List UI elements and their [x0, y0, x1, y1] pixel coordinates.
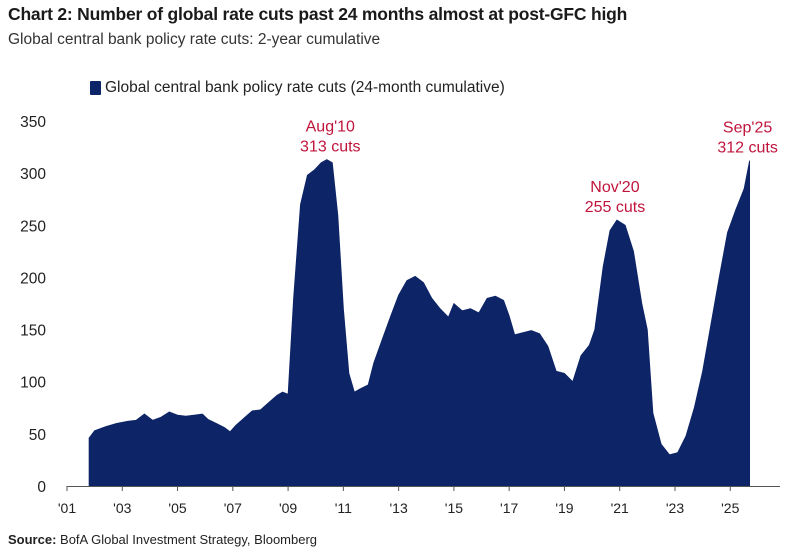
annotation-value: 313 cuts	[300, 139, 360, 156]
annotation-value: 255 cuts	[585, 199, 645, 216]
y-tick-label: 250	[20, 218, 46, 235]
area-series	[88, 159, 750, 487]
y-tick-label: 350	[20, 114, 46, 131]
x-tick-label: '23	[666, 500, 684, 516]
x-tick-label: '19	[555, 500, 573, 516]
annotation-date: Aug'10	[306, 119, 355, 136]
x-tick-label: '13	[390, 500, 408, 516]
annotation-value: 312 cuts	[717, 140, 777, 157]
x-tick-label: '15	[445, 500, 463, 516]
legend-swatch	[90, 81, 101, 95]
chart-legend: Global central bank policy rate cuts (24…	[90, 79, 505, 97]
x-tick-label: '17	[500, 500, 518, 516]
source-note: Source: BofA Global Investment Strategy,…	[8, 532, 317, 547]
x-tick-label: '21	[611, 500, 629, 516]
y-tick-label: 200	[20, 270, 46, 287]
y-tick-label: 100	[20, 375, 46, 392]
x-tick-label: '11	[335, 500, 352, 516]
source-prefix: Source:	[8, 532, 57, 547]
chart-subtitle: Global central bank policy rate cuts: 2-…	[8, 31, 381, 48]
annotation-date: Sep'25	[723, 120, 772, 137]
x-tick-label: '03	[113, 500, 131, 516]
y-tick-label: 0	[37, 479, 46, 496]
y-tick-label: 300	[20, 166, 46, 183]
x-tick-label: '05	[168, 500, 186, 516]
legend-label: Global central bank policy rate cuts (24…	[105, 79, 505, 96]
x-tick-label: '09	[279, 500, 297, 516]
y-tick-label: 50	[29, 427, 47, 444]
x-tick-label: '01	[58, 500, 76, 516]
x-tick-label: '07	[224, 500, 242, 516]
chart-title: Chart 2: Number of global rate cuts past…	[8, 4, 628, 24]
y-tick-label: 150	[20, 323, 46, 340]
source-text: BofA Global Investment Strategy, Bloombe…	[56, 532, 318, 547]
annotation-date: Nov'20	[590, 179, 639, 196]
x-tick-label: '25	[721, 500, 739, 516]
